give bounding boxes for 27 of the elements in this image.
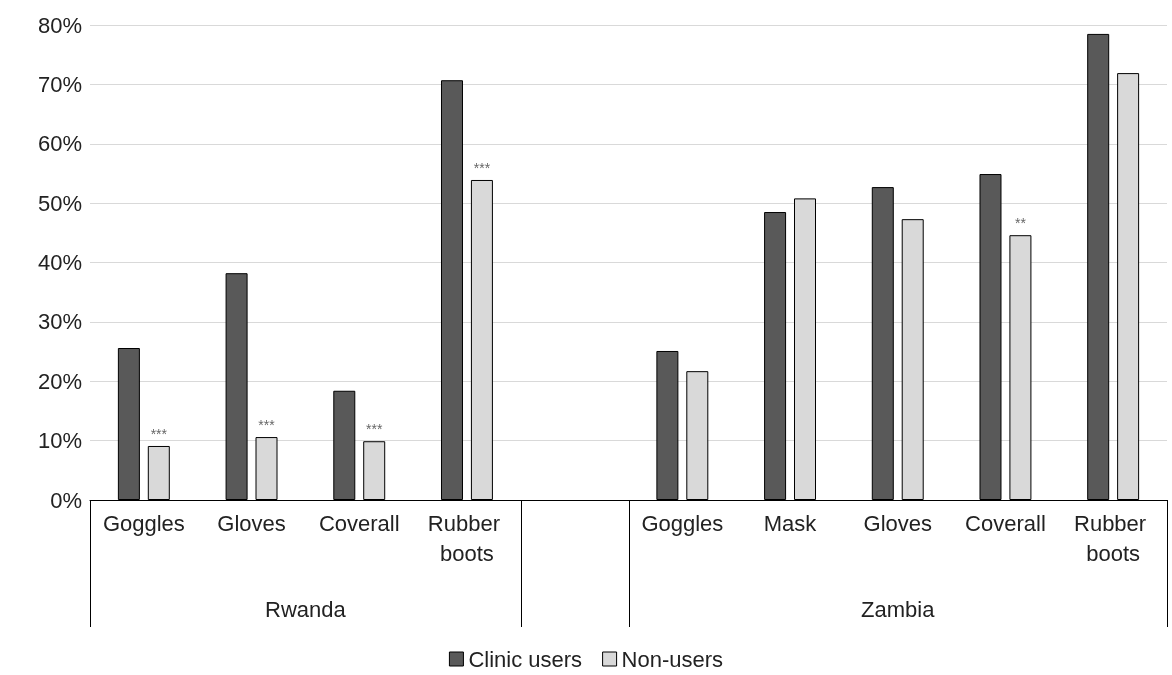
x-tick-label: Gloves	[217, 510, 286, 536]
y-tick-label: 10%	[37, 428, 82, 454]
x-tick-label: Coverall	[318, 510, 400, 536]
y-tick-label: 60%	[37, 131, 82, 157]
y-tick-label: 70%	[37, 71, 82, 97]
data-label: ***	[258, 417, 276, 434]
x-tick-label: Gloves	[863, 510, 932, 536]
y-tick-label: 80%	[37, 12, 82, 38]
text: Rwanda	[265, 597, 346, 623]
x-tick-label: Goggles	[641, 510, 724, 536]
text: Zambia	[861, 597, 935, 623]
legend-label: Non-users	[621, 646, 724, 672]
data-label: ***	[366, 421, 383, 438]
legend-label: Clinic users	[468, 646, 583, 672]
y-tick-label: 20%	[37, 368, 82, 394]
y-tick-label: 50%	[37, 190, 82, 216]
x-tick-label: Coverall	[965, 510, 1046, 536]
data-label: **	[1014, 215, 1027, 232]
data-label: ***	[150, 425, 168, 442]
y-tick-label: 40%	[37, 250, 82, 275]
y-tick-label: 30%	[37, 309, 82, 335]
x-tick-label: Rubber boots	[427, 510, 507, 566]
x-tick-label: Goggles	[102, 510, 185, 536]
x-tick-label: Mask	[763, 510, 818, 536]
y-tick-label: 0%	[50, 487, 82, 513]
data-label: ***	[473, 159, 491, 176]
x-tick-label: Rubber boots	[1074, 510, 1153, 566]
